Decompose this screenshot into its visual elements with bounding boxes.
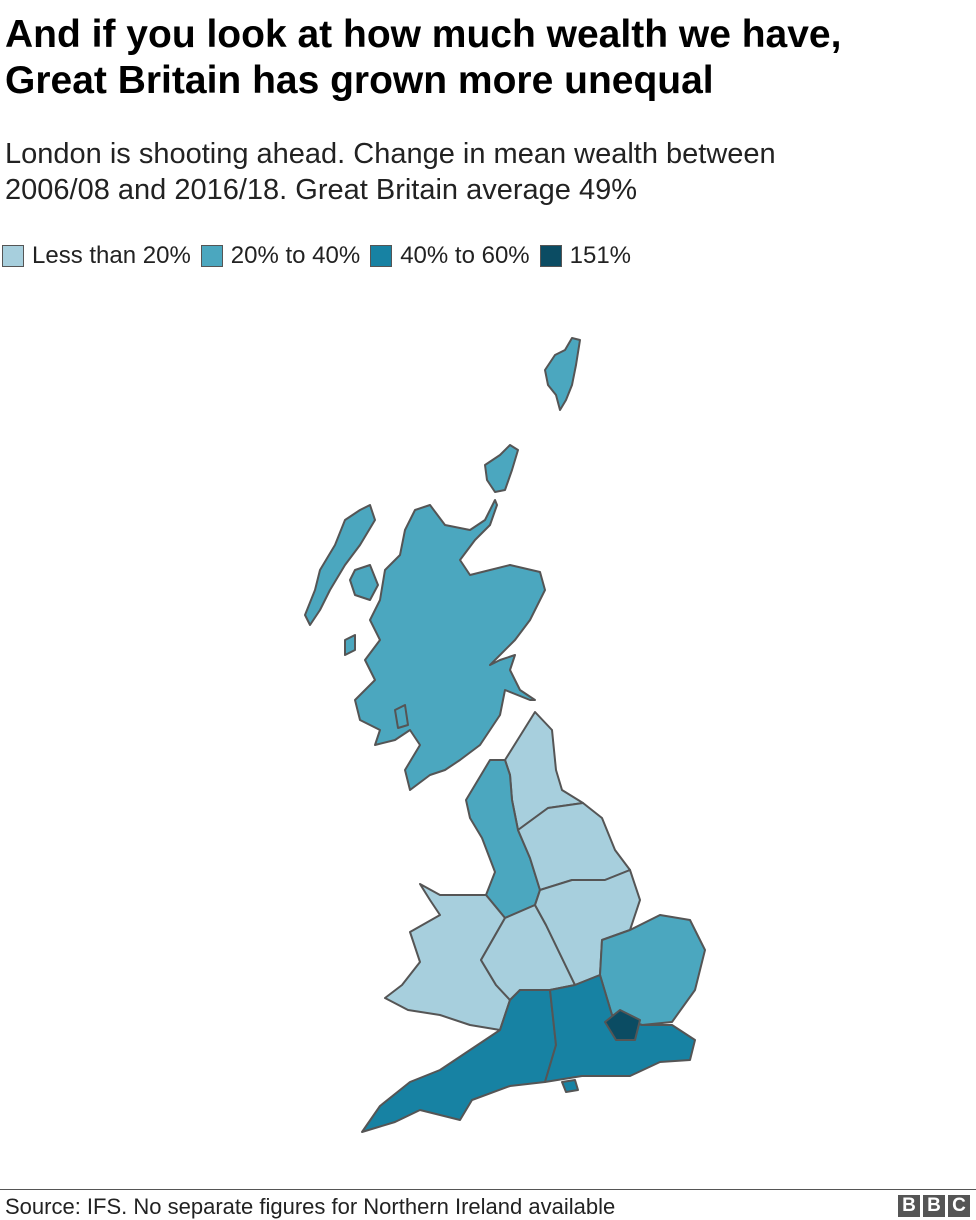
title-line: Great Britain has grown more unequal	[5, 59, 714, 102]
legend-swatch	[2, 245, 24, 267]
logo-letter: B	[923, 1195, 945, 1217]
region-wales	[384, 883, 511, 1031]
legend-label: 20% to 40%	[230, 242, 361, 269]
region-islay	[344, 634, 356, 656]
region-western-isles	[304, 504, 376, 626]
subtitle-line: London is shooting ahead. Change in mean…	[5, 138, 776, 170]
legend-label: 151%	[569, 242, 632, 269]
region-shetland	[544, 337, 581, 411]
footer-rule	[0, 1189, 976, 1190]
legend-swatch	[370, 245, 393, 267]
title-line: And if you look at how much wealth we ha…	[5, 13, 842, 56]
logo-letter: B	[898, 1195, 920, 1217]
legend-item: 20% to 40%	[200, 242, 361, 270]
legend-swatch	[539, 245, 562, 267]
region-skye	[349, 564, 379, 601]
legend-label: Less than 20%	[32, 242, 191, 269]
subtitle: London is shooting ahead. Change in mean…	[5, 136, 776, 208]
legend-swatch	[200, 245, 223, 267]
title: And if you look at how much wealth we ha…	[5, 12, 841, 104]
legend-item: 151%	[539, 242, 632, 270]
legend-item: Less than 20%	[2, 242, 191, 270]
region-isle-of-wight	[561, 1079, 579, 1093]
legend-label: 40% to 60%	[400, 242, 530, 269]
map	[304, 337, 706, 1133]
legend: Less than 20% 20% to 40% 40% to 60% 151%	[2, 242, 641, 270]
region-london	[604, 1009, 641, 1041]
region-orkney	[484, 444, 519, 493]
source: Source: IFS. No separate figures for Nor…	[5, 1194, 616, 1219]
logo-letter: C	[948, 1195, 970, 1217]
legend-item: 40% to 60%	[370, 242, 530, 270]
region-arran	[394, 704, 409, 729]
subtitle-line: 2006/08 and 2016/18. Great Britain avera…	[5, 174, 638, 206]
